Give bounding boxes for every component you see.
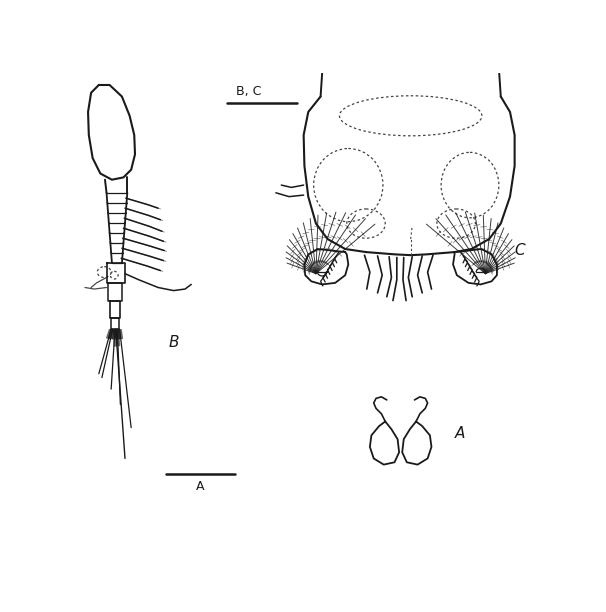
Text: B: B <box>168 335 179 351</box>
Text: A: A <box>454 427 465 441</box>
Text: C: C <box>514 243 525 258</box>
Text: A: A <box>196 480 205 493</box>
Text: B, C: B, C <box>236 85 261 98</box>
